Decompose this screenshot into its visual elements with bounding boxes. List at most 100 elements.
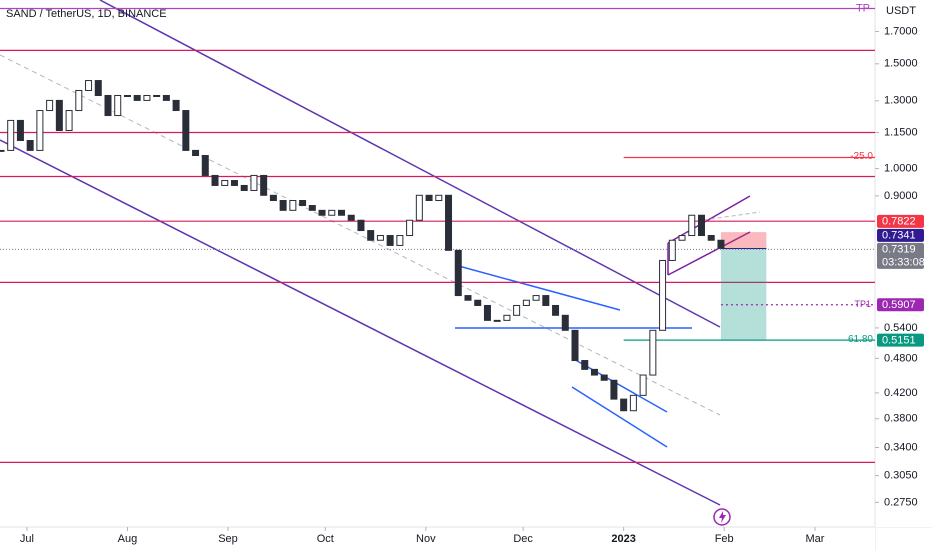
candle (318, 209, 326, 216)
candle (114, 94, 122, 117)
tp1-tag: TP1 (854, 299, 871, 309)
y-tick-label: 0.4200 (884, 387, 918, 399)
price-tag (877, 298, 924, 312)
candle (182, 110, 190, 151)
candle (250, 174, 258, 191)
candle (435, 194, 443, 202)
candle (75, 89, 83, 112)
candle (162, 94, 170, 101)
y-tick-label: 1.7000 (884, 25, 918, 37)
candle (26, 139, 34, 151)
candle (7, 119, 15, 151)
trendline (454, 264, 621, 311)
candle (386, 235, 394, 246)
stop-zone (720, 232, 767, 249)
candle (571, 329, 579, 362)
candle (542, 295, 550, 306)
y-tick-label: 1.5000 (884, 58, 918, 70)
price-tag-label: 0.7822 (882, 216, 916, 228)
candle (269, 194, 277, 202)
y-tick-label: 0.3050 (884, 470, 918, 482)
candle (279, 200, 287, 211)
candle (561, 314, 569, 331)
candle (230, 180, 238, 186)
candle (104, 94, 112, 117)
channel-upper (99, 0, 721, 328)
candle (46, 99, 54, 112)
y-tick-label: 1.0000 (884, 163, 918, 175)
candle (600, 374, 608, 381)
candle (260, 174, 268, 196)
candle (522, 299, 530, 306)
candle (0, 149, 5, 152)
candle (308, 205, 316, 211)
currency: USDT (886, 5, 916, 17)
channel-lower (0, 139, 721, 506)
alert-icon-bolt (719, 511, 726, 523)
candle (697, 214, 705, 237)
candle (493, 319, 501, 322)
candle (153, 94, 161, 97)
candle (201, 155, 209, 176)
candle (454, 249, 462, 297)
x-tick-label: Mar (806, 533, 825, 545)
candle (513, 304, 521, 316)
candle (406, 219, 414, 237)
candle (357, 219, 365, 232)
candle (659, 259, 667, 331)
candle (328, 209, 336, 216)
price-tag-label: 0.7319 (882, 244, 916, 256)
candle (211, 174, 219, 186)
candle (629, 394, 637, 412)
y-tick-label: 1.1500 (884, 126, 918, 138)
y-tick-label: 0.2750 (884, 496, 918, 508)
candle (94, 80, 102, 96)
price-tag (877, 214, 924, 228)
candle (464, 295, 472, 301)
candle (143, 94, 151, 101)
candle (688, 214, 696, 237)
tp-tag: TP (856, 2, 870, 14)
candle (347, 214, 355, 221)
candle (649, 329, 657, 376)
y-tick-label: 0.9000 (884, 190, 918, 202)
chart-title: SAND / TetherUS, 1D, BINANCE (6, 8, 167, 20)
candle (483, 304, 491, 321)
candle (717, 239, 725, 249)
x-tick-label: Oct (317, 533, 334, 545)
candle (668, 239, 676, 261)
candle (55, 99, 63, 131)
candle (610, 379, 618, 400)
candle (289, 200, 297, 211)
candle (425, 194, 433, 202)
x-tick-label: Aug (118, 533, 138, 545)
candle (678, 235, 686, 241)
projection (689, 211, 761, 223)
x-tick-label: Sep (218, 533, 238, 545)
price-tag-label: 03:33:08 (882, 257, 925, 269)
candle (221, 180, 229, 186)
candle (639, 374, 647, 396)
fib-tag: 61.80 (848, 334, 873, 345)
channel-mid (0, 54, 721, 416)
y-tick-label: 0.4800 (884, 352, 918, 364)
candle (396, 235, 404, 246)
candle (240, 184, 248, 191)
candle (367, 230, 375, 241)
time-axis (0, 527, 875, 550)
price-tag-label: 0.5151 (882, 335, 916, 347)
price-axis (875, 22, 932, 527)
x-tick-label: Nov (416, 533, 436, 545)
candle (474, 299, 482, 306)
price-tag (877, 333, 924, 347)
wedge-lower (667, 231, 751, 276)
candle (16, 119, 24, 141)
candle (581, 360, 589, 370)
candle (65, 110, 73, 131)
candle (85, 80, 93, 91)
candle (376, 235, 384, 241)
y-tick-label: 0.5400 (884, 322, 918, 334)
candle (338, 209, 346, 216)
y-tick-label: 1.3000 (884, 95, 918, 107)
